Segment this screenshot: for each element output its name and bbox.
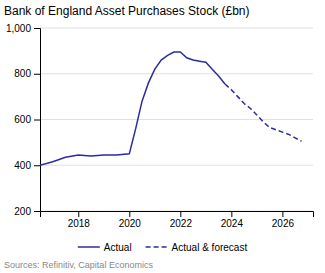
y-axis: 200 400 600 800 1,000: [6, 23, 41, 217]
x-axis: 2018 2020 2022 2024 2026: [41, 211, 314, 229]
legend-label: Actual: [104, 242, 132, 253]
tick-mark: [34, 74, 40, 75]
tick-mark: [34, 165, 40, 166]
tick: 400: [14, 160, 40, 171]
tick: 2022: [170, 211, 193, 229]
tick-label: 400: [14, 160, 31, 171]
legend-swatch: [78, 246, 100, 248]
tick-mark: [180, 211, 181, 217]
tick-label: 2018: [68, 218, 91, 229]
grid-line: [40, 119, 313, 120]
tick-mark: [282, 211, 283, 217]
grid-line: [40, 28, 313, 29]
chart: Bank of England Asset Purchases Stock (£…: [0, 0, 325, 273]
tick-mark: [34, 120, 40, 121]
tick-mark: [129, 211, 130, 217]
tick-label: 800: [14, 68, 31, 79]
tick: 200: [14, 206, 40, 217]
tick-label: 2022: [170, 218, 193, 229]
title: Bank of England Asset Purchases Stock (£…: [4, 4, 249, 18]
tick: 2020: [119, 211, 142, 229]
axis-line: [41, 212, 314, 218]
tick-label: 2026: [272, 218, 295, 229]
tick-mark: [34, 28, 40, 29]
tick: 600: [14, 114, 40, 125]
tick-label: 600: [14, 114, 31, 125]
tick-label: 2024: [221, 218, 244, 229]
legend-label: Actual & forecast: [172, 242, 248, 253]
tick: 2018: [68, 211, 91, 229]
legend: Actual Actual & forecast: [78, 242, 248, 253]
source: Sources: Refinitiv, Capital Economics: [4, 260, 153, 270]
tick: 2026: [272, 211, 295, 229]
plot: 2018 2020 2022 2024 2026 200 400 600 800 1,000: [6, 23, 314, 229]
line: [225, 84, 302, 141]
lines: [40, 52, 302, 165]
legend-swatch: [146, 246, 168, 248]
tick-mark: [34, 211, 40, 212]
grid-line: [40, 73, 313, 74]
tick-label: 1,000: [6, 23, 31, 34]
tick: 2024: [221, 211, 244, 229]
grid: [40, 28, 313, 211]
grid-line: [40, 165, 313, 166]
tick: 800: [14, 68, 40, 79]
line: [40, 52, 225, 165]
legend-item: Actual: [78, 242, 132, 253]
legend-item: Actual & forecast: [146, 242, 248, 253]
tick: 1,000: [6, 23, 40, 34]
axis-line: [34, 29, 41, 212]
tick-mark: [231, 211, 232, 217]
tick-label: 200: [14, 206, 31, 217]
tick-label: 2020: [119, 218, 142, 229]
tick-mark: [78, 211, 79, 217]
